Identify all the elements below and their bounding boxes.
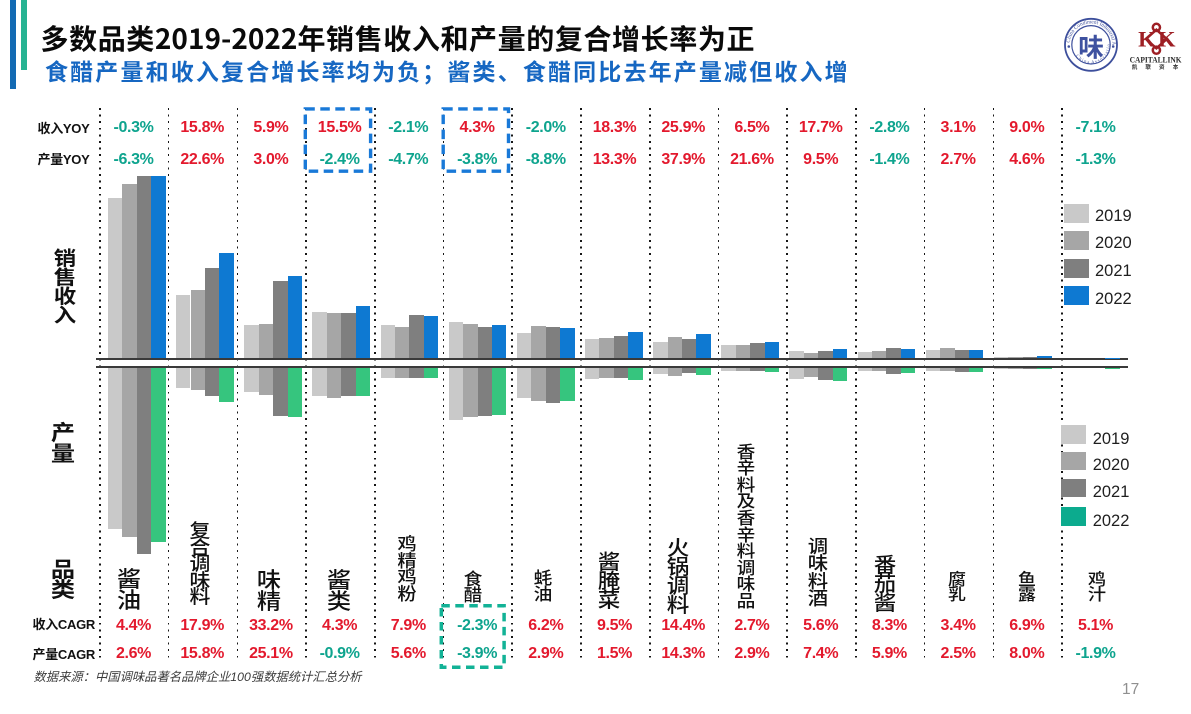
- svg-text:CAPITALLINK: CAPITALLINK: [1130, 56, 1183, 65]
- svg-text:味: 味: [1078, 27, 1104, 64]
